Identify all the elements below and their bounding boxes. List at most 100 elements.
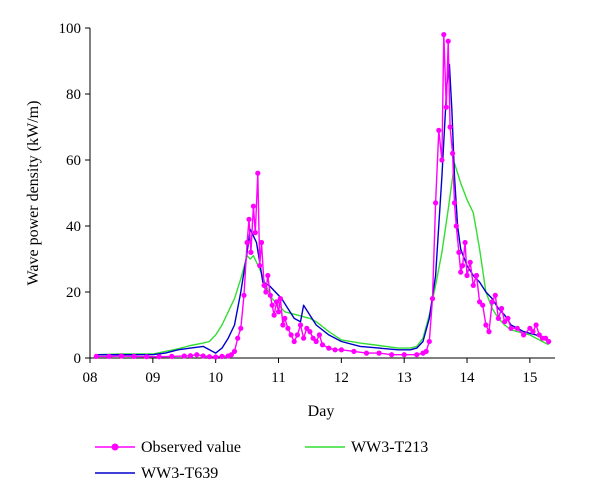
series-line-ww3-t639	[96, 63, 550, 356]
data-point-observed-value	[280, 322, 286, 328]
series-line-observed-value	[96, 33, 550, 358]
data-point-observed-value	[460, 263, 466, 269]
data-point-observed-value	[508, 325, 514, 331]
data-point-observed-value	[301, 335, 307, 341]
data-point-observed-value	[453, 223, 459, 229]
legend-label-t213: WW3-T213	[351, 439, 428, 456]
data-point-observed-value	[495, 315, 501, 321]
x-tick-label: 10	[208, 370, 223, 386]
data-point-observed-value	[313, 338, 319, 345]
data-point-observed-value	[265, 272, 271, 279]
data-point-observed-value	[310, 335, 316, 341]
data-point-observed-value	[275, 309, 282, 315]
data-point-observed-value	[304, 325, 310, 331]
data-point-observed-value	[473, 272, 480, 279]
data-point-observed-value	[250, 203, 256, 209]
data-point-observed-value	[505, 315, 511, 321]
data-point-observed-value	[200, 353, 206, 359]
data-point-observed-value	[194, 352, 200, 358]
data-point-observed-value	[319, 342, 326, 348]
legend-item-t639: WW3-T639	[95, 465, 218, 482]
data-point-observed-value	[480, 302, 486, 308]
data-point-observed-value	[246, 216, 252, 222]
y-tick-label: 100	[59, 21, 82, 37]
data-point-observed-value	[144, 354, 150, 360]
data-point-observed-value	[326, 345, 332, 351]
legend-label-observed: Observed value	[141, 439, 241, 456]
data-point-observed-value	[502, 319, 508, 325]
data-point-observed-value	[470, 282, 476, 288]
data-point-observed-value	[464, 272, 470, 279]
data-point-observed-value	[93, 353, 99, 359]
data-point-observed-value	[316, 332, 322, 338]
data-point-observed-value	[527, 325, 533, 331]
data-point-observed-value	[443, 104, 449, 110]
data-point-observed-value	[447, 124, 453, 130]
x-tick-label: 09	[145, 370, 160, 386]
data-point-observed-value	[489, 299, 495, 305]
y-tick-label: 20	[66, 285, 81, 301]
data-point-observed-value	[106, 353, 112, 359]
data-point-observed-value	[456, 249, 462, 255]
data-point-observed-value	[118, 353, 124, 359]
data-point-observed-value	[458, 269, 464, 275]
data-point-observed-value	[238, 325, 244, 331]
x-ticks: 08 09 10 11 12 13 14 15	[83, 358, 537, 386]
data-point-observed-value	[244, 239, 250, 246]
data-point-observed-value	[445, 38, 451, 44]
data-point-observed-value	[536, 332, 542, 338]
legend-item-t213: WW3-T213	[305, 439, 428, 456]
data-point-observed-value	[543, 335, 549, 341]
data-point-observed-value	[467, 259, 473, 265]
legend: Observed value WW3-T639 WW3-T213	[95, 439, 428, 482]
data-point-observed-value	[451, 200, 458, 206]
data-point-observed-value	[231, 348, 238, 354]
data-point-observed-value	[257, 263, 263, 269]
data-point-observed-value	[235, 335, 241, 341]
data-point-observed-value	[288, 332, 294, 338]
data-point-observed-value	[187, 353, 194, 359]
data-point-observed-value	[181, 353, 187, 359]
data-point-observed-value	[499, 305, 505, 312]
data-point-observed-value	[426, 338, 432, 345]
data-point-observed-value	[277, 296, 283, 302]
data-point-observed-value	[441, 31, 447, 38]
x-tick-label: 12	[334, 370, 349, 386]
y-tick-label: 80	[66, 87, 81, 103]
data-point-observed-value	[271, 312, 277, 318]
data-point-observed-value	[450, 150, 456, 156]
data-point-observed-value	[255, 170, 261, 176]
data-point-observed-value	[514, 325, 520, 331]
data-point-observed-value	[414, 352, 420, 358]
data-point-observed-value	[376, 350, 382, 356]
legend-marker-observed	[111, 443, 119, 451]
data-point-observed-value	[307, 329, 313, 335]
x-tick-label: 08	[83, 370, 98, 386]
data-point-observed-value	[156, 354, 162, 360]
data-point-observed-value	[285, 325, 291, 331]
data-point-observed-value	[269, 302, 275, 308]
data-point-observed-value	[483, 322, 489, 328]
legend-label-t639: WW3-T639	[141, 465, 218, 482]
y-axis-label: Wave power density (kW/m)	[25, 101, 42, 286]
y-tick-label: 0	[74, 351, 82, 367]
x-tick-label: 15	[522, 370, 537, 386]
data-point-observed-value	[294, 332, 300, 338]
data-point-observed-value	[436, 127, 442, 133]
data-point-observed-value	[351, 348, 357, 354]
series-line-ww3-t213	[96, 162, 550, 356]
data-point-observed-value	[131, 353, 137, 359]
data-point-observed-value	[462, 239, 468, 246]
x-tick-label: 11	[271, 370, 285, 386]
data-point-observed-value	[401, 352, 407, 358]
y-tick-label: 60	[66, 153, 81, 169]
data-point-observed-value	[338, 347, 344, 353]
x-tick-label: 14	[460, 370, 476, 386]
data-point-observed-value	[297, 322, 304, 328]
data-point-observed-value	[533, 322, 539, 328]
data-point-observed-value	[206, 354, 212, 360]
y-ticks: 0 20 40 60 80 100	[59, 21, 90, 367]
data-point-observed-value	[492, 292, 498, 298]
data-point-observed-value	[477, 299, 483, 305]
